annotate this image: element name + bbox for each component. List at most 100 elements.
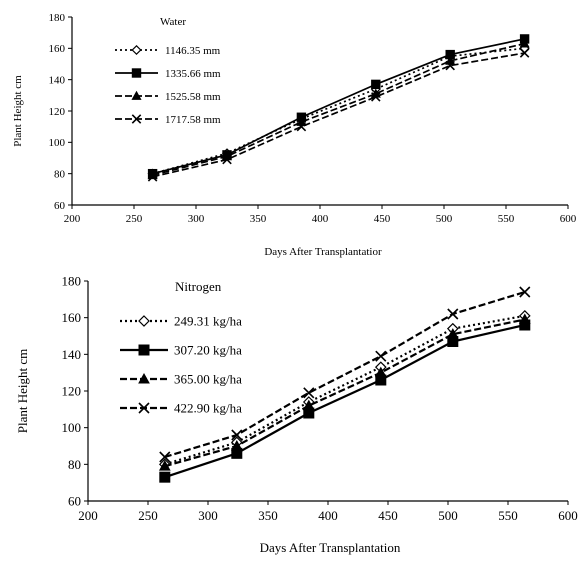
chart1-series3-line: [152, 42, 525, 177]
chart1-series4-point-6-stroke-b: [519, 48, 530, 58]
chart2-series1-line: [164, 314, 525, 466]
legend-marker-1-4: [131, 114, 142, 124]
chart2-x-tick-label-6: 450: [378, 508, 398, 523]
chart1-x-tick-label-3: 300: [188, 213, 205, 225]
legend-label-1-1: 1146.35 mm: [165, 45, 221, 57]
legend-label-2-4: 422.90 kg/ha: [174, 401, 242, 416]
chart2-series3-point-4: [374, 366, 387, 378]
chart2-series3-point-3: [302, 399, 315, 411]
legend-label-2-1: 249.31 kg/ha: [174, 314, 242, 329]
chart1-x-tick-label-8: 550: [498, 213, 515, 225]
chart1-series4-point-1-stroke-b: [147, 172, 158, 182]
legend-label-2-2: 307.20 kg/ha: [174, 343, 242, 358]
chart2-y-tick-label-2: 80: [68, 457, 81, 472]
chart1-y-tick-label-6: 160: [49, 43, 66, 55]
chart2-series3-point-1: [158, 460, 171, 471]
chart1-x-tick-label-9: 600: [560, 213, 577, 225]
chart2-y-axis-label: Plant Height cm: [15, 349, 30, 434]
chart2-series4-point-6-stroke-b: [519, 286, 531, 298]
chart1-x-tick-label-5: 400: [312, 213, 329, 225]
chart2-series4-point-2-stroke-b: [231, 429, 243, 441]
legend-marker-2-4-stroke-b: [138, 402, 150, 414]
chart2-y-tick-label-3: 100: [62, 420, 82, 435]
chart2-x-tick-label-4: 350: [258, 508, 278, 523]
chart2-series4-point-4: [375, 350, 387, 362]
chart2-y-tick-label-5: 140: [62, 347, 82, 362]
chart1-y-tick-label-5: 140: [49, 75, 66, 87]
chart2-series2-line: [164, 323, 526, 479]
chart1-y-tick-label-1: 60: [54, 200, 66, 212]
chart1-x-tick-label-7: 500: [436, 213, 453, 225]
chart1-series4-point-4: [371, 92, 381, 102]
chart2-x-tick-label-3: 300: [198, 508, 218, 523]
chart2-x-tick-label-5: 400: [318, 508, 338, 523]
chart1-series4-point-3: [296, 121, 307, 132]
chart1-series4-point-2: [222, 154, 232, 165]
chart1-series4-point-3-stroke-b: [296, 121, 307, 132]
chart1-y-tick-label-7: 180: [49, 12, 66, 24]
chart2-series4-point-5-stroke-b: [447, 308, 459, 320]
chart2-y-tick-label-4: 120: [62, 384, 82, 399]
legend-marker-2-1: [138, 315, 150, 327]
chart1-series4-point-5: [445, 60, 455, 71]
chart2-series4-point-4-stroke-b: [375, 350, 387, 362]
legend-marker-2-2: [138, 344, 150, 356]
chart1-series2-point-4: [371, 79, 381, 90]
chart1-x-tick-label-4: 350: [250, 213, 267, 225]
chart2-legend: Nitrogen 249.31 kg/ha 307.20 kg/ha 365.00 k…: [120, 279, 242, 416]
chart2-x-tick-label-7: 500: [438, 508, 458, 523]
chart2-series4-point-2: [231, 429, 243, 441]
chart1-series2-line: [152, 38, 525, 175]
chart2-series2-point-1: [159, 471, 171, 483]
chart1-legend: Water 1146.35 mm 1335.66 mm 1525.58 mm 1717.…: [115, 16, 221, 126]
chart2-x-axis-label: Days After Transplantation: [260, 540, 401, 555]
chart2-series4-point-1-stroke-b: [159, 451, 171, 463]
chart1-series4-point-5-stroke-b: [445, 60, 455, 71]
chart2-series4-point-3: [303, 387, 315, 399]
chart1-x-tick-label-1: 200: [64, 213, 81, 225]
legend-label-1-2: 1335.66 mm: [165, 68, 221, 80]
chart1-series4-point-1: [147, 172, 158, 182]
legend-label-1-3: 1525.58 mm: [165, 91, 221, 103]
legend-marker-1-1: [131, 44, 142, 56]
chart2-y-tick-label-1: 60: [68, 494, 81, 509]
chart2-series4-point-6: [519, 286, 531, 298]
chart-2: 60 80 100 120 140 160 180 200 250 300 350 400 450 500…: [15, 274, 578, 555]
legend-marker-2-4: [138, 402, 150, 414]
legend-label-2-3: 365.00 kg/ha: [174, 372, 242, 387]
chart1-y-axis-label: Plant Height cm: [12, 75, 24, 147]
legend-marker-2-3: [138, 372, 150, 384]
chart2-series3-point-5: [446, 328, 459, 339]
chart2-series4-point-5: [447, 308, 459, 320]
chart2-y-tick-label-7: 180: [62, 274, 82, 289]
chart2-x-tick-label-8: 550: [498, 508, 518, 523]
chart2-series3-point-6: [518, 313, 531, 324]
chart1-series4-line: [152, 52, 525, 178]
chart2-y-tick-label-6: 160: [62, 310, 82, 325]
chart2-series4-point-3-stroke-b: [303, 387, 315, 399]
chart2-x-tick-label-2: 250: [138, 508, 158, 523]
chart1-x-axis-label: Days After Transplantatior: [264, 246, 382, 258]
legend-marker-1-2: [131, 68, 142, 78]
chart1-series4-point-4-stroke-b: [371, 92, 381, 102]
chart2-series4-point-1: [159, 451, 171, 463]
legend-marker-1-4-stroke-b: [131, 114, 142, 124]
chart2-legend-title: Nitrogen: [175, 279, 222, 294]
chart1-y-tick-label-2: 80: [54, 169, 66, 181]
chart1-series4-point-6: [519, 48, 530, 58]
chart1-series3-point-6: [519, 38, 530, 48]
chart2-series4-line: [164, 290, 526, 459]
chart1-legend-title: Water: [160, 16, 186, 28]
chart2-series3-point-2: [230, 439, 243, 451]
chart1-x-tick-label-2: 250: [126, 213, 143, 225]
chart2-series3-line: [164, 318, 526, 468]
chart2-x-tick-label-1: 200: [78, 508, 98, 523]
chart-1: 60 80 100 120 140 160 180 200 250 300 350 400 450 500…: [12, 12, 577, 258]
chart1-y-tick-label-4: 120: [49, 106, 66, 118]
legend-label-1-4: 1717.58 mm: [165, 114, 221, 126]
chart2-x-tick-label-9: 600: [558, 508, 578, 523]
legend-marker-1-3: [131, 90, 142, 100]
chart1-x-tick-label-6: 450: [374, 213, 391, 225]
